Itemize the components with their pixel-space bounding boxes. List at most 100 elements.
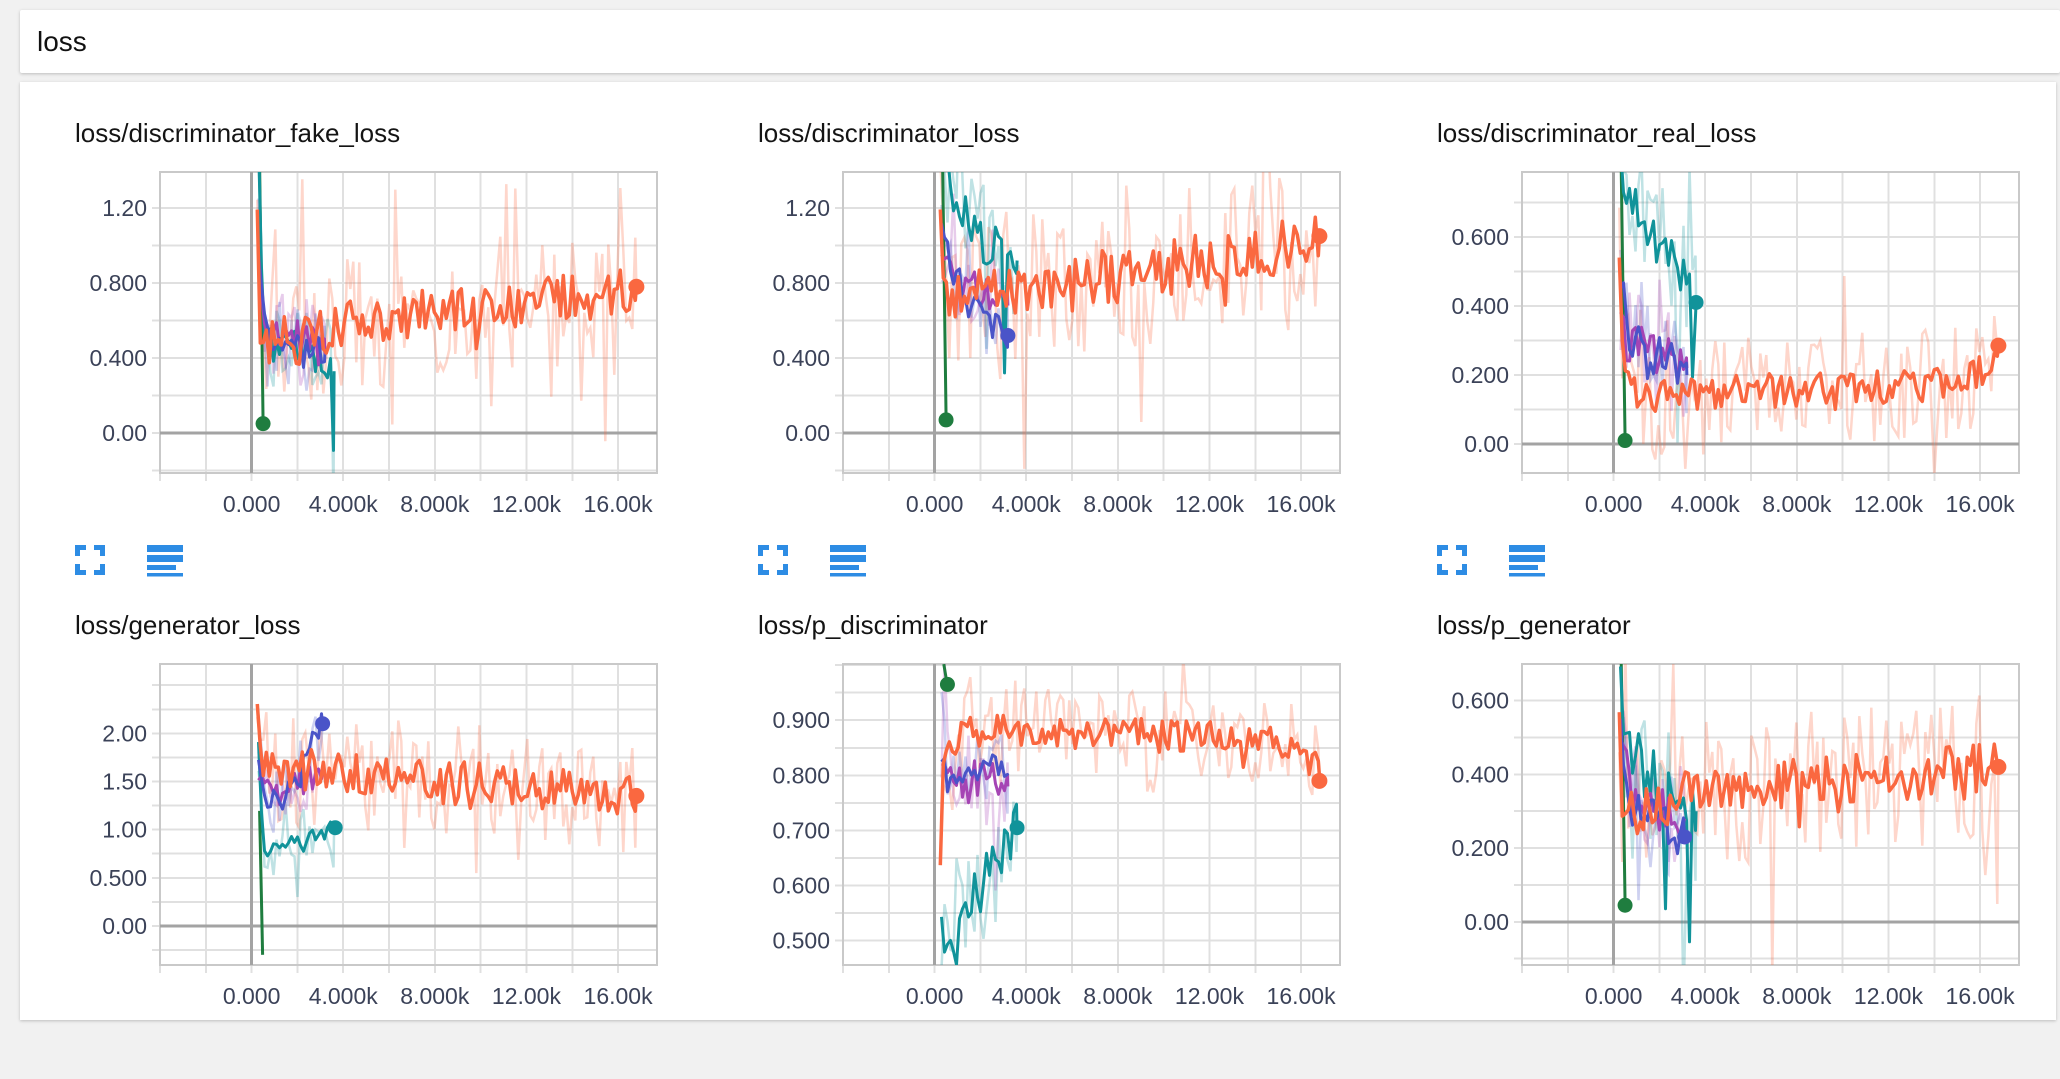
series-teal-raw	[940, 801, 1019, 965]
x-tick-label: 4.000k	[309, 491, 379, 517]
x-tick-label: 12.00k	[492, 983, 562, 1009]
data-lines-icon[interactable]	[830, 545, 866, 583]
x-tick-label: 16.00k	[1946, 983, 2016, 1009]
y-tick-label: 0.500	[89, 865, 147, 891]
tensorboard-scalars-page: { "header": { "title": "loss" }, "palett…	[20, 10, 2060, 1020]
chart-title: loss/generator_loss	[75, 610, 301, 640]
y-tick-label: 0.200	[1451, 835, 1509, 861]
y-tick-label: 0.400	[1451, 293, 1509, 319]
y-tick-label: 0.800	[772, 762, 830, 788]
series-teal	[940, 802, 1019, 965]
chart-canvas[interactable]: 0.00 0.500 1.00 1.50 2.00 0.000 4.000k 8.000k 12…	[75, 652, 715, 1012]
section-title: loss	[37, 25, 87, 57]
endpoint-dot-orange	[1311, 228, 1328, 245]
chart-canvas[interactable]: 0.00 0.400 0.800 1.20 0.000 4.000k 8.000k 12.00…	[758, 160, 1398, 520]
x-tick-label: 16.00k	[584, 983, 654, 1009]
y-tick-label: 0.800	[89, 270, 147, 296]
x-tick-label: 8.000k	[1762, 491, 1832, 517]
series-orange	[1617, 257, 2001, 413]
series-orange	[938, 209, 1322, 319]
chart-canvas[interactable]: 0.00 0.400 0.800 1.20 0.000 4.000k 8.000k 12.00…	[75, 160, 715, 520]
chart-canvas[interactable]: 0.00 0.200 0.400 0.600 0.000 4.000k 8.000k 12.0…	[1437, 160, 2060, 520]
endpoint-dot-green	[1617, 433, 1633, 449]
y-tick-label: 1.00	[102, 817, 147, 843]
y-tick-label: 0.600	[1451, 224, 1509, 250]
fullscreen-icon[interactable]	[1437, 545, 1467, 580]
x-tick-label: 4.000k	[1671, 983, 1741, 1009]
chart-card-loss-discriminator-fake-loss: loss/discriminator_fake_loss 0.00 0.400 0.8…	[75, 95, 723, 587]
x-tick-label: 4.000k	[1671, 491, 1741, 517]
endpoint-dot-orange	[1311, 772, 1328, 789]
y-tick-label: 0.900	[772, 707, 830, 733]
endpoint-dot-orange	[1990, 337, 2007, 354]
y-tick-label: 0.00	[102, 913, 147, 939]
x-tick-label: 12.00k	[1854, 983, 1924, 1009]
chart-card-loss-generator-loss: loss/generator_loss 0.00 0.500 1.00 1.50 2.00…	[75, 587, 723, 1079]
x-tick-label: 16.00k	[1267, 983, 1337, 1009]
series-green	[258, 810, 265, 955]
x-tick-label: 16.00k	[584, 491, 654, 517]
x-tick-label: 8.000k	[1762, 983, 1832, 1009]
x-tick-label: 16.00k	[1946, 491, 2016, 517]
series-indigo	[1619, 718, 1687, 856]
series-orange	[1617, 712, 2001, 836]
fullscreen-icon[interactable]	[75, 545, 105, 580]
y-tick-label: 0.00	[102, 420, 147, 446]
y-tick-label: 0.600	[1451, 688, 1509, 714]
x-tick-label: 12.00k	[1175, 491, 1245, 517]
endpoint-dot-green	[938, 412, 954, 428]
x-tick-label: 0.000	[223, 983, 281, 1009]
series-orange	[255, 209, 639, 366]
endpoint-dot-teal	[327, 820, 343, 836]
endpoint-dot-green	[939, 676, 955, 692]
chart-toolbar	[758, 545, 866, 581]
x-tick-label: 0.000	[1585, 983, 1643, 1009]
chart-title: loss/p_discriminator	[758, 610, 988, 640]
chart-card-loss-discriminator-real-loss: loss/discriminator_real_loss 0.00 0.200 0.4…	[1437, 95, 2060, 587]
chart-title: loss/discriminator_fake_loss	[75, 118, 401, 148]
chart-card-loss-discriminator-loss: loss/discriminator_loss 0.00 0.400 0.800 1.2…	[758, 95, 1406, 587]
x-tick-label: 8.000k	[400, 491, 470, 517]
section-header-loss[interactable]: loss	[20, 10, 2060, 73]
y-tick-label: 0.500	[772, 928, 830, 954]
series-indigo	[1619, 281, 1689, 385]
y-tick-label: 0.400	[772, 345, 830, 371]
y-tick-label: 0.600	[772, 873, 830, 899]
series-teal	[1620, 172, 1698, 379]
x-tick-label: 4.000k	[992, 983, 1062, 1009]
series-orange	[255, 703, 639, 816]
series-orange-raw	[1618, 207, 2000, 473]
x-tick-label: 12.00k	[1854, 491, 1924, 517]
chart-canvas[interactable]: 0.00 0.200 0.400 0.600 0.000 4.000k 8.000k 12.0…	[1437, 652, 2060, 1012]
x-tick-label: 8.000k	[400, 983, 470, 1009]
series-indigo-raw	[940, 691, 1010, 814]
data-lines-icon[interactable]	[1509, 545, 1545, 583]
y-tick-label: 1.20	[785, 195, 830, 221]
endpoint-dot-indigo	[1000, 328, 1016, 344]
y-tick-label: 2.00	[102, 720, 147, 746]
data-lines-icon[interactable]	[147, 545, 183, 583]
y-tick-label: 0.400	[1451, 761, 1509, 787]
series-orange-raw	[1618, 664, 2000, 965]
chart-card-loss-p-generator: loss/p_generator 0.00 0.200 0.400 0.600 0.000…	[1437, 587, 2060, 1079]
x-tick-label: 16.00k	[1267, 491, 1337, 517]
endpoint-dot-indigo	[1677, 829, 1693, 845]
series-green	[1619, 172, 1627, 441]
y-tick-label: 0.700	[772, 817, 830, 843]
y-tick-label: 0.400	[89, 345, 147, 371]
chart-toolbar	[75, 545, 183, 581]
endpoint-dot-green	[255, 416, 271, 432]
endpoint-dot-teal	[1688, 294, 1704, 310]
endpoint-dot-teal	[1009, 820, 1025, 836]
endpoint-dot-orange	[628, 787, 645, 804]
chart-canvas[interactable]: 0.500 0.600 0.700 0.800 0.900 0.000 4.000k 8.00…	[758, 652, 1398, 1012]
endpoint-dot-indigo	[315, 716, 331, 732]
x-tick-label: 12.00k	[1175, 983, 1245, 1009]
series-teal	[257, 741, 336, 858]
fullscreen-icon[interactable]	[758, 545, 788, 580]
charts-panel: loss/discriminator_fake_loss 0.00 0.400 0.8…	[20, 82, 2056, 1020]
y-tick-label: 1.50	[102, 768, 147, 794]
series-orange	[938, 713, 1322, 866]
series-teal-raw	[257, 770, 336, 898]
x-tick-label: 0.000	[1585, 491, 1643, 517]
